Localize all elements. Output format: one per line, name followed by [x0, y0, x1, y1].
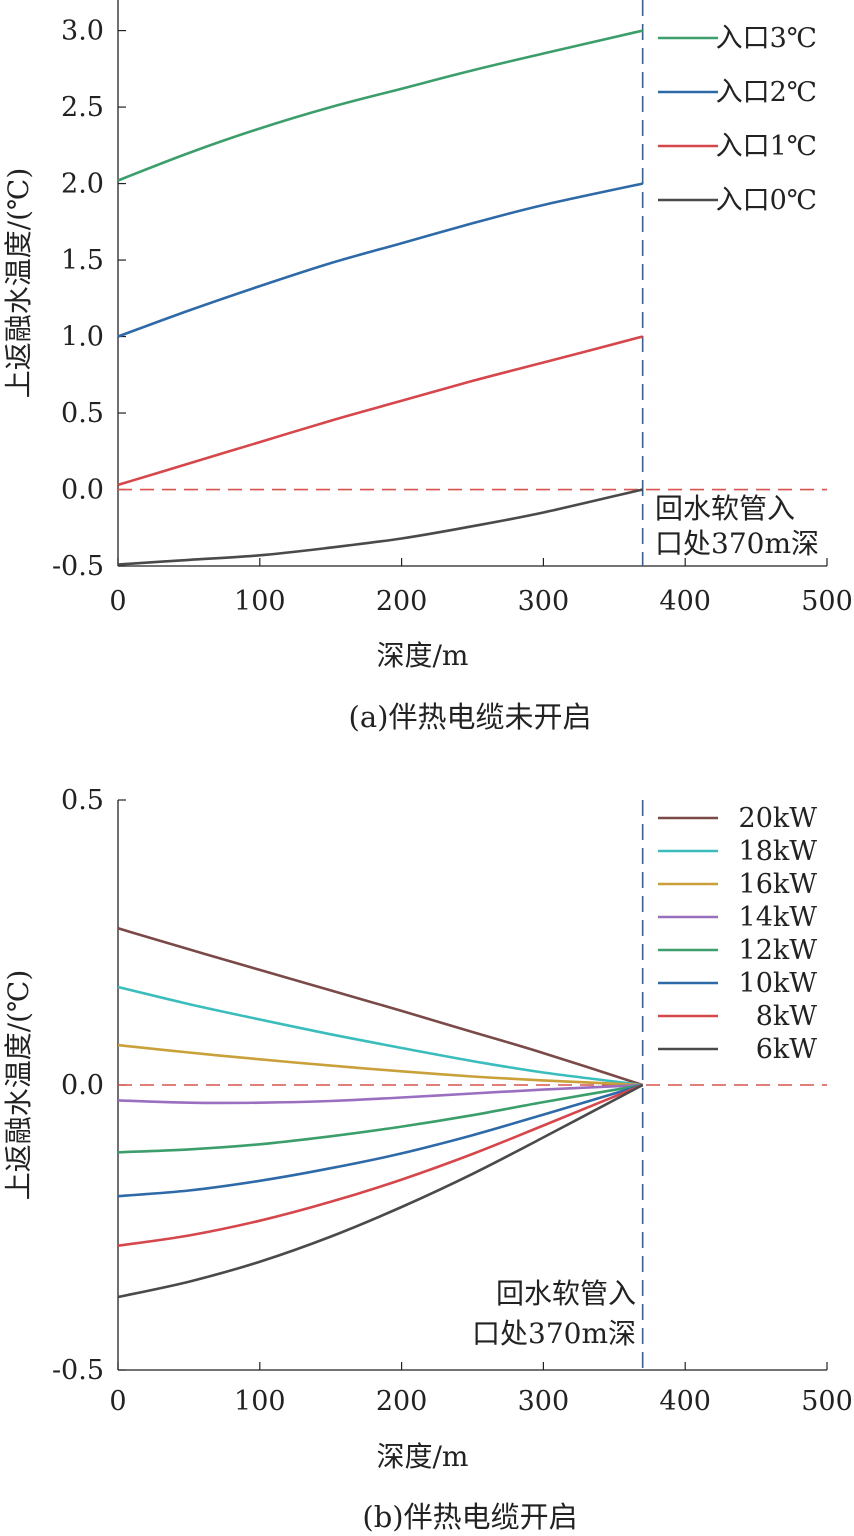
y-tick-label: -0.5 — [52, 551, 104, 582]
legend-label: 入口1℃ — [716, 131, 817, 162]
legend-label: 18kW — [739, 836, 818, 867]
series-line-10kW — [117, 1083, 644, 1198]
y-tick-label: 2.0 — [61, 169, 104, 200]
y-tick-label: 0.5 — [61, 398, 104, 429]
legend-label: 6kW — [756, 1034, 818, 1065]
series-line-入口2℃ — [117, 182, 643, 338]
legend-label: 12kW — [739, 935, 818, 966]
chart-a: 0 100 200 300 400 500 -0.5 0.0 0.5 1.0 1.5 2.0 2.5 3.… — [2, 0, 853, 734]
legend: 入口3℃ 入口2℃ 入口1℃ 入口0℃ — [658, 23, 817, 216]
annotation-text: 口处370m深 — [472, 1317, 636, 1350]
x-tick-label: 200 — [376, 586, 428, 617]
figure-caption: (a)伴热电缆未开启 — [349, 700, 592, 734]
x-tick-label: 400 — [659, 1386, 711, 1417]
x-tick-label: 400 — [659, 586, 711, 617]
x-tick-label: 500 — [801, 1386, 853, 1417]
x-tick-label: 100 — [234, 586, 286, 617]
y-tick-label: 0.5 — [61, 785, 104, 816]
legend-label: 14kW — [739, 902, 818, 933]
chart-b: 0 100 200 300 400 500 -0.5 0.0 0.5 20kW18kW16kW14… — [2, 785, 853, 1534]
y-tick-label: 1.5 — [61, 245, 104, 276]
figure-caption: (b)伴热电缆开启 — [362, 1500, 577, 1534]
series-line-14kW — [117, 1083, 643, 1105]
y-tick-label: 1.0 — [61, 322, 104, 353]
legend-label: 入口2℃ — [716, 77, 817, 108]
series-line-入口3℃ — [117, 29, 643, 182]
y-tick-label: 0.0 — [61, 475, 104, 506]
series-line-20kW — [117, 927, 644, 1087]
annotation-text: 回水软管入 — [496, 1277, 636, 1310]
series-line-16kW — [117, 1043, 643, 1087]
legend-label: 16kW — [739, 869, 818, 900]
series-line-入口0℃ — [117, 488, 643, 566]
series-line-8kW — [117, 1083, 644, 1247]
x-tick-label: 200 — [376, 1386, 428, 1417]
x-axis-label: 深度/m — [377, 639, 469, 672]
y-tick-label: -0.5 — [52, 1355, 104, 1386]
x-axis-label: 深度/m — [377, 1440, 469, 1473]
x-tick-label: 0 — [109, 586, 126, 617]
y-axis-label: 上返融水温度/(℃) — [2, 168, 35, 399]
series-line-12kW — [117, 1083, 643, 1154]
annotation-text: 口处370m深 — [655, 527, 819, 560]
legend-label: 入口0℃ — [716, 185, 817, 216]
legend-label: 10kW — [739, 968, 818, 999]
x-tick-label: 500 — [801, 586, 853, 617]
legend-label: 20kW — [739, 803, 818, 834]
x-tick-label: 0 — [109, 1386, 126, 1417]
legend-label: 8kW — [756, 1001, 818, 1032]
legend-label: 入口3℃ — [716, 23, 817, 54]
x-tick-label: 100 — [234, 1386, 286, 1417]
y-tick-label: 0.0 — [61, 1070, 104, 1101]
x-tick-label: 300 — [518, 1386, 570, 1417]
y-axis-label: 上返融水温度/(℃) — [2, 970, 35, 1201]
y-tick-label: 2.5 — [61, 92, 104, 123]
series-line-入口1℃ — [117, 335, 644, 487]
annotation-text: 回水软管入 — [655, 492, 795, 525]
series-line-18kW — [117, 985, 643, 1087]
y-tick-label: 3.0 — [61, 16, 104, 47]
series-line-6kW — [117, 1083, 644, 1299]
x-tick-label: 300 — [518, 586, 570, 617]
